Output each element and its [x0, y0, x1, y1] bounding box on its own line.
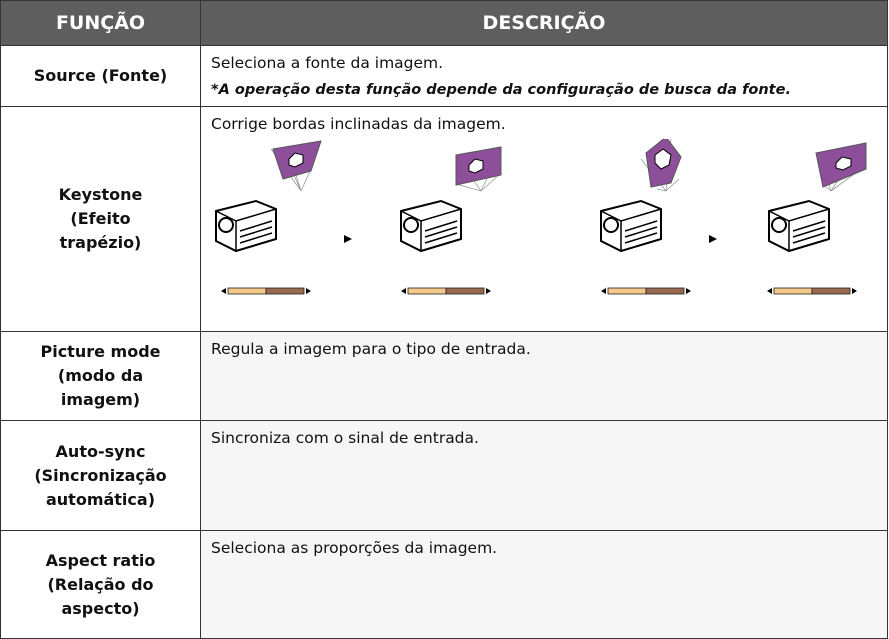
function-cell: Picture mode (modo da imagem) — [0, 331, 201, 421]
function-text: aspecto) — [61, 598, 140, 618]
description-text: Seleciona a fonte da imagem. — [211, 54, 444, 72]
description-text: Corrige bordas inclinadas da imagem. — [211, 115, 506, 133]
function-text: Auto-sync — [55, 441, 146, 461]
column-header: DESCRIÇÃO — [200, 0, 888, 46]
keystone-step — [215, 140, 322, 295]
function-cell: Auto-sync (Sincronização automática) — [0, 420, 201, 531]
description-text: Sincroniza com o sinal de entrada. — [211, 429, 479, 447]
description-text: Regula a imagem para o tipo de entrada. — [211, 340, 531, 358]
function-cell: Aspect ratio (Relação do aspecto) — [0, 530, 201, 639]
description-text: Seleciona as proporções da imagem. — [211, 539, 498, 557]
function-text: automática) — [45, 489, 156, 509]
description-cell: Seleciona as proporções da imagem. — [200, 530, 888, 639]
function-text: imagem) — [60, 390, 141, 409]
function-text: Aspect ratio — [45, 550, 156, 570]
function-text: (Efeito — [70, 209, 131, 228]
function-text: Source (Fonte) — [33, 66, 168, 85]
function-text: (Sincronização — [34, 465, 167, 485]
description-cell: Seleciona a fonte da imagem. *A operação … — [200, 45, 888, 107]
function-text: (modo da — [57, 366, 144, 385]
keystone-step — [766, 142, 867, 295]
keystone-illustration — [215, 139, 867, 295]
function-cell: Keystone (Efeito trapézio) — [0, 106, 201, 332]
description-cell: Sincroniza com o sinal de entrada. — [200, 420, 888, 531]
description-cell: Regula a imagem para o tipo de entrada. — [200, 331, 888, 421]
column-header: FUNÇÃO — [0, 0, 201, 46]
function-text: trapézio) — [59, 233, 142, 252]
function-text: Picture mode — [40, 342, 161, 361]
function-cell: Source (Fonte) — [0, 45, 201, 107]
keystone-step — [400, 146, 502, 295]
function-text: Keystone — [58, 185, 143, 204]
function-text: (Relação do — [47, 574, 154, 594]
description-cell: Corrige bordas inclinadas da imagem. — [200, 106, 888, 332]
keystone-step — [600, 139, 692, 295]
note-text: *A operação desta função depende da conf… — [211, 82, 791, 98]
